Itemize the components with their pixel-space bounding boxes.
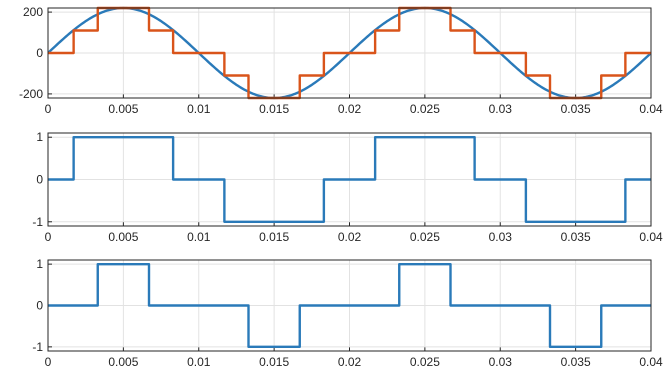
x-tick-label: 0.035 — [561, 355, 591, 369]
x-tick-label: 0.02 — [338, 230, 362, 244]
x-tick-label: 0.015 — [259, 102, 289, 116]
x-tick-label: 0.025 — [410, 355, 440, 369]
x-tick-label: 0 — [45, 355, 52, 369]
y-tick-label: 0 — [36, 173, 43, 187]
step-series-line — [48, 6, 651, 100]
x-tick-label: 0.005 — [108, 355, 138, 369]
x-tick-label: 0 — [45, 102, 52, 116]
x-tick-label: 0.025 — [410, 102, 440, 116]
y-tick-label: 200 — [23, 5, 43, 19]
x-tick-label: 0.01 — [187, 230, 211, 244]
subplot-2: 0 0.005 0.01 0.015 0.02 0.025 0.03 0.035 0.0410-… — [32, 130, 663, 244]
y-tick-label: 1 — [36, 257, 43, 271]
x-tick-label: 0.03 — [489, 102, 513, 116]
x-tick-label: 0.035 — [561, 102, 591, 116]
x-tick-label: 0 — [45, 230, 52, 244]
x-tick-label: 0.01 — [187, 102, 211, 116]
y-tick-label: -1 — [32, 340, 43, 354]
x-tick-label: 0.02 — [338, 102, 362, 116]
y-tick-label: 0 — [36, 46, 43, 60]
step-series-line — [48, 136, 651, 223]
x-tick-label: 0.03 — [489, 230, 513, 244]
y-tick-label: -1 — [32, 215, 43, 229]
x-tick-label: 0.025 — [410, 230, 440, 244]
x-tick-label: 0.04 — [639, 230, 663, 244]
x-tick-label: 0.035 — [561, 230, 591, 244]
x-tick-label: 0.03 — [489, 355, 513, 369]
y-tick-label: 1 — [36, 130, 43, 144]
y-tick-label: -200 — [19, 87, 43, 101]
x-tick-label: 0.02 — [338, 355, 362, 369]
axes-frame — [47, 259, 652, 352]
subplot-1: 0 0.005 0.01 0.015 0.02 0.025 0.03 0.035 0.04 200… — [19, 5, 663, 116]
y-tick-label: 0 — [36, 299, 43, 313]
x-tick-label: 0.04 — [639, 355, 663, 369]
x-tick-label: 0.01 — [187, 355, 211, 369]
axes-frame — [47, 7, 652, 99]
x-tick-label: 0.015 — [259, 355, 289, 369]
axes-frame — [47, 132, 652, 227]
x-tick-label: 0.005 — [108, 102, 138, 116]
step-series-line — [48, 262, 651, 349]
x-tick-label: 0.015 — [259, 230, 289, 244]
x-tick-label: 0.005 — [108, 230, 138, 244]
subplot-3: 0 0.005 0.01 0.015 0.02 0.025 0.03 0.035 0.0410-… — [32, 257, 663, 369]
x-tick-label: 0.04 — [639, 102, 663, 116]
